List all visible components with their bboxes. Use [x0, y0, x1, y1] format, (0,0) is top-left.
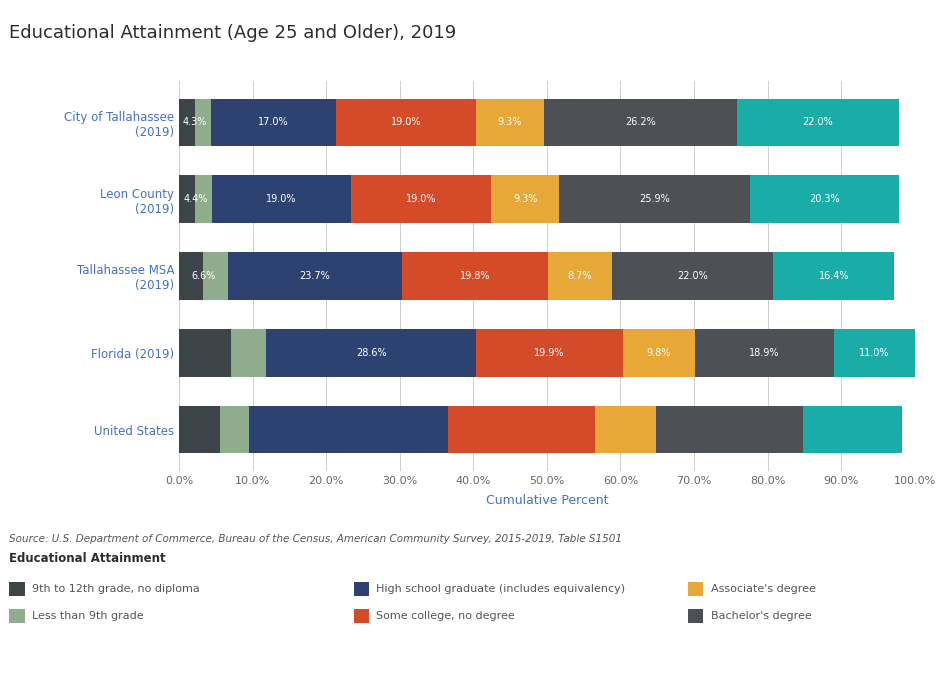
Bar [266, 329, 476, 377]
Text: 22.0%: 22.0% [802, 117, 833, 127]
Bar [179, 329, 231, 377]
Text: Less than 9th grade: Less than 9th grade [32, 611, 143, 621]
Bar [773, 252, 894, 299]
Text: 25.9%: 25.9% [639, 194, 670, 204]
Text: 9th to 12th grade, no diploma: 9th to 12th grade, no diploma [32, 584, 200, 594]
Text: 23.7%: 23.7% [300, 271, 330, 281]
Text: 19.0%: 19.0% [405, 194, 437, 204]
Text: 9.3%: 9.3% [498, 117, 522, 127]
X-axis label: Cumulative Percent: Cumulative Percent [486, 494, 608, 507]
Text: 19.0%: 19.0% [390, 117, 421, 127]
Text: 28.6%: 28.6% [356, 348, 387, 358]
Text: 26.2%: 26.2% [625, 117, 655, 127]
Bar [802, 406, 902, 454]
Text: High school graduate (includes equivalency): High school graduate (includes equivalen… [376, 584, 625, 594]
Bar [548, 252, 612, 299]
Bar [220, 406, 249, 454]
Bar [475, 98, 544, 146]
Text: Educational Attainment: Educational Attainment [9, 552, 166, 565]
Text: 20.3%: 20.3% [809, 194, 840, 204]
Bar [336, 98, 475, 146]
Bar [195, 98, 211, 146]
Text: 22.0%: 22.0% [677, 271, 708, 281]
Bar [595, 406, 655, 454]
Bar [622, 329, 695, 377]
Text: 19.0%: 19.0% [266, 194, 297, 204]
Text: 9.8%: 9.8% [647, 348, 670, 358]
Text: 6.6%: 6.6% [191, 271, 216, 281]
Bar [211, 175, 352, 223]
Text: Educational Attainment (Age 25 and Older), 2019: Educational Attainment (Age 25 and Older… [9, 24, 456, 42]
Bar [476, 329, 622, 377]
Text: Some college, no degree: Some college, no degree [376, 611, 515, 621]
Bar [695, 329, 834, 377]
Bar [203, 252, 227, 299]
Bar [750, 175, 900, 223]
Bar [179, 406, 220, 454]
Bar [544, 98, 736, 146]
Bar [402, 252, 548, 299]
Bar [179, 175, 195, 223]
Bar [559, 175, 750, 223]
Text: 19.9%: 19.9% [535, 348, 565, 358]
Bar [448, 406, 595, 454]
Text: Associate's degree: Associate's degree [711, 584, 816, 594]
Bar [249, 406, 448, 454]
Bar [491, 175, 559, 223]
Bar [231, 329, 266, 377]
Bar [179, 98, 195, 146]
Text: Bachelor's degree: Bachelor's degree [711, 611, 812, 621]
Text: 18.9%: 18.9% [749, 348, 780, 358]
Text: 4.4%: 4.4% [183, 194, 207, 204]
Bar [736, 98, 899, 146]
Bar [179, 252, 203, 299]
Text: 8.7%: 8.7% [568, 271, 592, 281]
Text: 19.8%: 19.8% [459, 271, 490, 281]
Text: Source: U.S. Department of Commerce, Bureau of the Census, American Community Su: Source: U.S. Department of Commerce, Bur… [9, 534, 622, 544]
Text: 17.0%: 17.0% [258, 117, 289, 127]
Bar [612, 252, 773, 299]
Bar [352, 175, 491, 223]
Bar [227, 252, 402, 299]
Bar [655, 406, 802, 454]
Text: 4.3%: 4.3% [183, 117, 207, 127]
Bar [211, 98, 336, 146]
Bar [195, 175, 211, 223]
Text: 11.0%: 11.0% [859, 348, 889, 358]
Bar [834, 329, 915, 377]
Text: 9.3%: 9.3% [513, 194, 538, 204]
Text: 16.4%: 16.4% [819, 271, 849, 281]
